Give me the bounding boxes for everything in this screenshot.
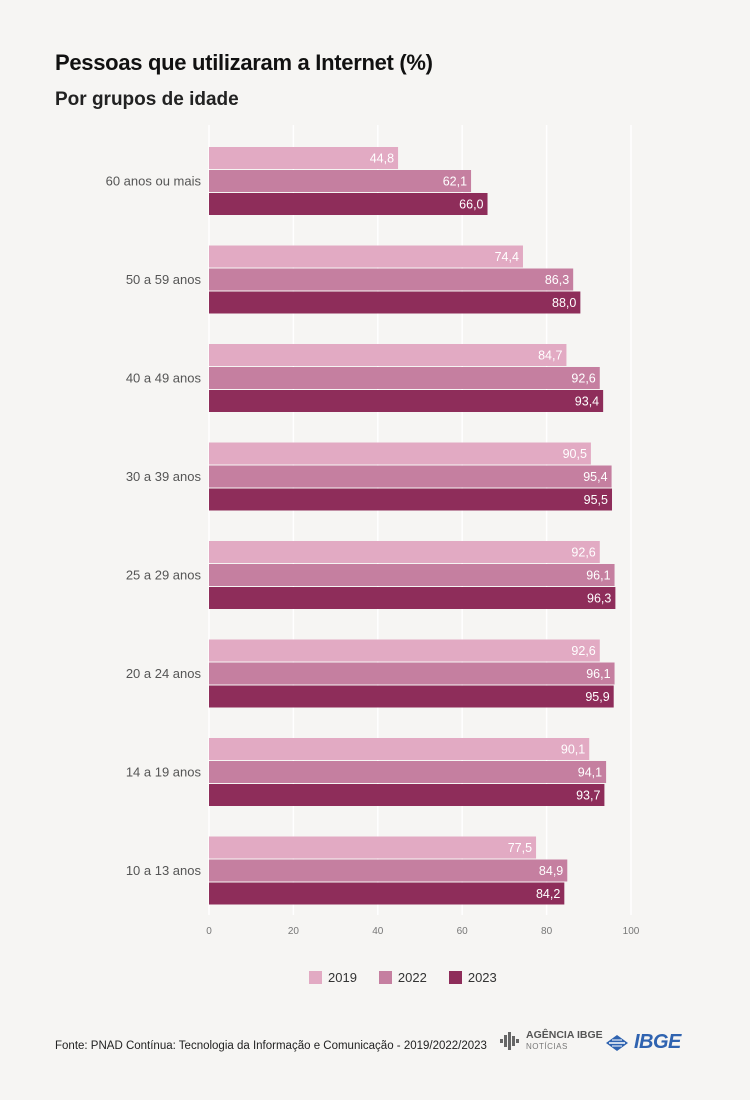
grid-lines <box>208 125 632 915</box>
bar-2022 <box>209 662 615 685</box>
category-label: 60 anos ou mais <box>106 174 202 189</box>
bar-value-label: 95,5 <box>584 493 608 507</box>
bar-2019 <box>209 541 600 563</box>
category-label: 20 a 24 anos <box>126 666 202 681</box>
bar-value-label: 92,6 <box>571 644 595 658</box>
bar-2023 <box>209 784 605 806</box>
category-label: 40 a 49 anos <box>126 371 202 386</box>
legend: 2019 2022 2023 <box>309 970 497 985</box>
bar-value-label: 96,1 <box>586 569 610 583</box>
bar-2023 <box>209 193 488 215</box>
agencia-logo-icon <box>500 1032 519 1050</box>
agencia-ibge-logo: AGÊNCIA IBGE NOTÍCIAS <box>500 1030 603 1052</box>
legend-swatch-2019 <box>309 971 322 984</box>
bar-2023 <box>209 685 614 708</box>
legend-swatch-2023 <box>448 971 462 984</box>
bar-2019 <box>209 245 523 268</box>
x-axis-ticks: 0 20 40 60 80 100 <box>206 926 640 937</box>
bar-2019 <box>209 639 600 662</box>
bar-2022 <box>209 170 472 192</box>
bar-2022 <box>209 268 574 291</box>
bar-2019 <box>209 147 399 169</box>
bar-2019 <box>209 836 537 859</box>
bar-2023 <box>209 882 565 905</box>
bars: 44,8 62,1 66,0 74,4 86,3 88,0 84,7 92,6 93,4 90,5… <box>209 147 616 905</box>
x-tick-label: 100 <box>623 926 640 937</box>
category-label: 25 a 29 anos <box>126 568 202 583</box>
legend-swatch-2022 <box>378 971 392 984</box>
bar-2022 <box>209 761 607 783</box>
category-label: 50 a 59 anos <box>126 272 202 287</box>
bar-value-label: 86,3 <box>545 273 569 287</box>
x-tick-label: 40 <box>372 926 384 937</box>
bar-2022 <box>209 859 568 882</box>
x-tick-label: 80 <box>541 926 553 937</box>
bar-2022 <box>209 564 615 586</box>
bar-2022 <box>209 367 600 389</box>
bar-value-label: 44,8 <box>370 152 394 166</box>
bar-value-label: 66,0 <box>459 198 483 212</box>
ibge-logo-text: IBGE <box>634 1031 681 1053</box>
bar-value-label: 77,5 <box>508 841 532 855</box>
bar-2019 <box>209 442 591 465</box>
legend-item-2022: 2022 <box>378 970 427 985</box>
bar-2023 <box>209 390 604 412</box>
bar-value-label: 92,6 <box>571 372 595 386</box>
bar-2023 <box>209 291 581 314</box>
chart-title: Pessoas que utilizaram a Internet (%) <box>55 50 433 75</box>
bar-value-label: 74,4 <box>495 250 519 264</box>
ibge-logo: IBGE <box>604 1031 681 1054</box>
bar-2022 <box>209 465 612 488</box>
bar-value-label: 95,4 <box>583 470 607 484</box>
bar-chart: 44,8 62,1 66,0 74,4 86,3 88,0 84,7 92,6 93,4 90,5… <box>106 125 640 937</box>
bar-value-label: 90,5 <box>563 447 587 461</box>
chart-subtitle: Por grupos de idade <box>55 89 239 110</box>
legend-item-2019: 2019 <box>309 970 357 985</box>
x-tick-label: 20 <box>288 926 300 937</box>
bar-value-label: 93,7 <box>576 789 600 803</box>
bar-value-label: 88,0 <box>552 296 576 310</box>
category-label: 10 a 13 anos <box>126 863 202 878</box>
bar-value-label: 93,4 <box>575 395 599 409</box>
source-note: Fonte: PNAD Contínua: Tecnologia da Info… <box>55 1040 487 1052</box>
category-labels: 60 anos ou mais 50 a 59 anos 40 a 49 anos 3… <box>106 174 202 879</box>
bar-2023 <box>209 587 616 609</box>
ibge-logo-icon <box>606 1034 628 1051</box>
bar-2019 <box>209 738 590 760</box>
bar-value-label: 84,9 <box>539 864 563 878</box>
agencia-logo-subtext: NOTÍCIAS <box>526 1042 568 1051</box>
bar-value-label: 62,1 <box>443 175 467 189</box>
bar-value-label: 96,3 <box>587 592 611 606</box>
bar-value-label: 96,1 <box>586 667 610 681</box>
bar-value-label: 92,6 <box>571 546 595 560</box>
bar-value-label: 84,2 <box>536 887 560 901</box>
bar-value-label: 95,9 <box>585 690 609 704</box>
category-label: 14 a 19 anos <box>126 765 202 780</box>
legend-label-2023: 2023 <box>467 970 497 985</box>
x-tick-label: 0 <box>206 926 212 937</box>
legend-item-2023: 2023 <box>448 970 497 985</box>
category-label: 30 a 39 anos <box>126 469 202 484</box>
legend-label-2019: 2019 <box>328 970 357 985</box>
bar-value-label: 90,1 <box>561 743 585 757</box>
agencia-logo-text: AGÊNCIA IBGE <box>526 1029 603 1041</box>
x-tick-label: 60 <box>457 926 469 937</box>
bar-2023 <box>209 488 613 511</box>
bar-value-label: 94,1 <box>578 766 602 780</box>
bar-value-label: 84,7 <box>538 349 562 363</box>
legend-label-2022: 2022 <box>397 970 427 985</box>
bar-2019 <box>209 344 567 366</box>
